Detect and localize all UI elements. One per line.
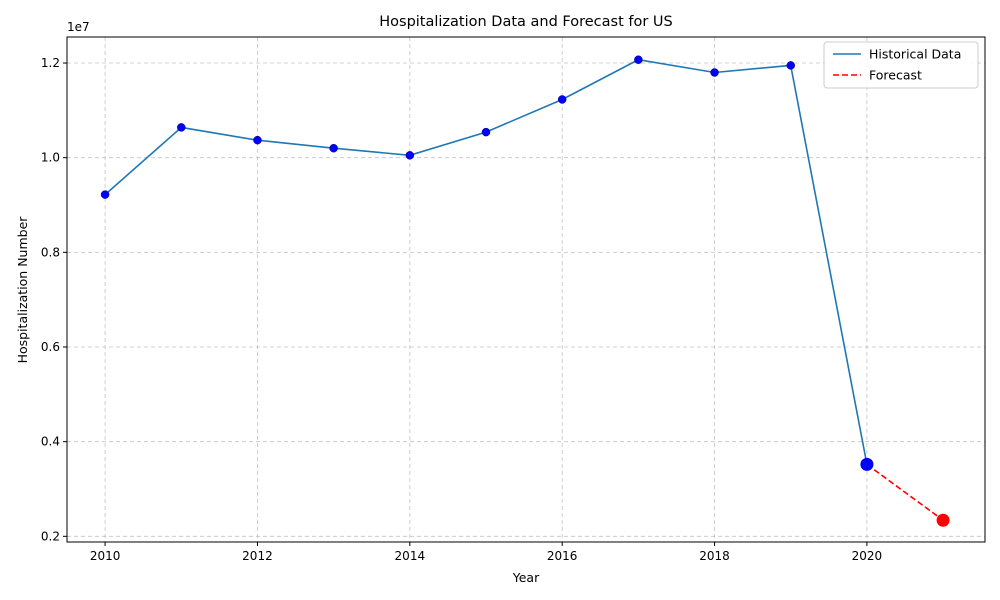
y-tick-label: 1.2 — [41, 56, 60, 70]
x-tick-label: 2016 — [547, 549, 578, 563]
historical-data-point — [710, 68, 719, 77]
x-tick-label: 2010 — [90, 549, 121, 563]
legend-label-forecast: Forecast — [869, 68, 922, 83]
x-tick-label: 2020 — [852, 549, 883, 563]
historical-data-point — [786, 61, 795, 70]
plot-frame — [66, 36, 986, 543]
x-axis-label: Year — [512, 570, 540, 585]
historical-data-point — [177, 123, 186, 132]
historical-data-point — [329, 143, 338, 153]
y-axis-label: Hospitalization Number — [15, 216, 30, 364]
x-tick-label: 2014 — [395, 549, 426, 563]
y-tick-label: 0.8 — [41, 245, 60, 259]
historical-data-point — [481, 127, 491, 137]
y-tick-label: 1.0 — [41, 151, 60, 165]
plot-data — [100, 55, 950, 527]
historical-data-point — [100, 190, 110, 199]
forecast-line — [866, 463, 944, 521]
x-tick-label: 2012 — [242, 549, 273, 563]
legend-label-historical: Historical Data — [869, 47, 961, 62]
historical-data-point — [253, 135, 262, 145]
legend: Historical Data Forecast — [823, 41, 979, 89]
x-tick-label: 2018 — [699, 549, 730, 563]
historical-data-point — [405, 151, 415, 160]
y-tick-label: 0.2 — [41, 529, 60, 543]
y-tick-label: 0.6 — [41, 340, 60, 354]
axes: 2010 2012 2014 2016 2018 2020 0.2 0.4 0.6 0.8 1.0 1… — [41, 56, 882, 563]
y-tick-label: 0.4 — [41, 435, 60, 449]
forecast-point — [936, 513, 950, 527]
y-axis-offset-label: 1e7 — [67, 20, 90, 34]
chart-title: Hospitalization Data and Forecast for US — [379, 14, 673, 30]
historical-data-point — [557, 95, 567, 104]
legend-box — [823, 41, 979, 89]
historical-data-point — [634, 55, 643, 64]
last-actual-point — [860, 457, 874, 471]
